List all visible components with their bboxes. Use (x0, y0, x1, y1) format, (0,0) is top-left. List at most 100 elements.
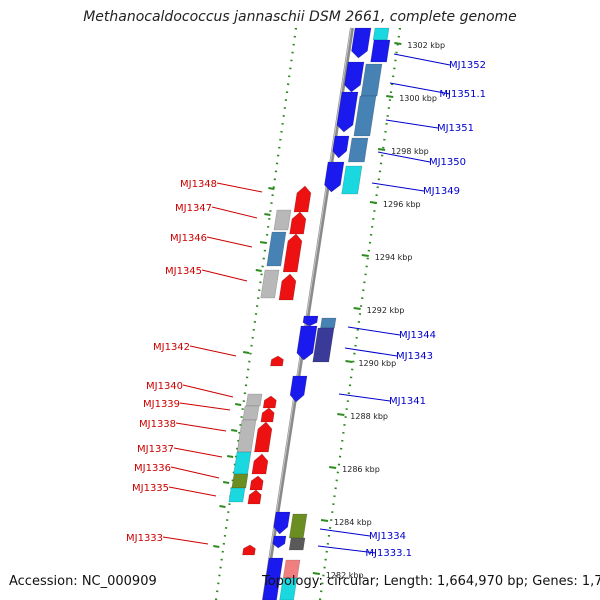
gene-label-minus: MJ1339 (143, 399, 180, 410)
gene-label-plus: MJ1334 (369, 531, 406, 542)
gene-label-minus: MJ1333 (126, 533, 163, 544)
gene-feature-plus (282, 559, 301, 579)
gene-feature-minus (247, 489, 262, 505)
gene-feature-plus (324, 161, 345, 193)
gene-feature-minus (236, 419, 257, 453)
gene-callout-line (338, 393, 391, 402)
gene-callout-line (173, 447, 223, 458)
gene-label-plus: MJ1352 (449, 60, 486, 71)
right-guide-line (318, 27, 402, 600)
guide-dash (255, 269, 262, 272)
gene-label-plus: MJ1349 (423, 186, 460, 197)
gene-feature-minus (293, 185, 312, 213)
kbp-tick-label: 1282 kbp (326, 571, 364, 580)
gene-features (228, 27, 391, 600)
kbp-tick-label: 1286 kbp (342, 465, 380, 474)
kbp-tick-label: 1298 kbp (391, 147, 429, 156)
kbp-tick-mark (329, 466, 337, 469)
gene-feature-minus (260, 407, 275, 423)
gene-feature-minus (289, 211, 307, 235)
gene-feature-minus (278, 273, 297, 301)
gene-feature-plus (332, 135, 350, 159)
gene-label-plus: MJ1344 (399, 330, 436, 341)
kbp-tick-label: 1290 kbp (358, 359, 396, 368)
gene-feature-minus (266, 231, 287, 267)
gene-callout-line (393, 53, 451, 66)
gene-feature-minus (273, 209, 292, 231)
gene-feature-plus (341, 165, 363, 195)
kbp-tick-mark (394, 42, 402, 45)
gene-callout-line (389, 82, 451, 95)
guide-dash (242, 351, 250, 354)
gene-label-plus: MJ1341 (389, 396, 426, 407)
gene-feature-plus (289, 375, 308, 403)
accession-text: Accession: NC_000909 (9, 574, 157, 589)
gene-feature-plus (273, 511, 291, 535)
gene-callout-line (189, 345, 237, 357)
gene-label-minus: MJ1337 (137, 444, 174, 455)
gene-callout-line (170, 466, 220, 479)
gene-feature-plus (279, 577, 298, 600)
gene-feature-plus (344, 61, 365, 93)
guide-dash (230, 429, 238, 432)
guide-dash (268, 187, 275, 190)
gene-feature-plus (353, 95, 377, 137)
gene-callout-line (344, 347, 398, 357)
guide-dash (222, 481, 230, 484)
gene-feature-plus (360, 63, 383, 97)
kbp-tick-mark (377, 148, 386, 151)
gene-feature-minus (233, 451, 252, 475)
kbp-tick-mark (320, 519, 329, 522)
genome-backbone-highlight (262, 27, 352, 600)
gene-label-minus: MJ1345 (165, 266, 202, 277)
kbp-tick-label: 1292 kbp (367, 306, 405, 315)
gene-feature-plus (347, 137, 369, 163)
guide-dash (259, 241, 267, 244)
gene-feature-minus (270, 355, 284, 367)
gene-feature-plus (372, 27, 390, 41)
gene-callout-line (175, 422, 227, 432)
gene-label-plus: MJ1333.1 (365, 548, 412, 559)
gene-feature-minus (231, 473, 249, 489)
gene-feature-plus (351, 27, 372, 59)
guide-dash (213, 545, 220, 548)
gene-feature-plus (262, 557, 284, 600)
guide-dash (234, 403, 242, 406)
kbp-ticks: 1302 kbp 1300 kbp 1298 kbp 1296 kbp 1294 kbp… (213, 41, 445, 580)
gene-callout-line (206, 236, 253, 248)
gene-callout-line (201, 269, 248, 282)
gene-feature-minus (262, 395, 277, 409)
gene-callout-line (162, 536, 209, 545)
kbp-tick-mark (361, 254, 369, 257)
gene-label-minus: MJ1335 (132, 483, 169, 494)
guide-dash (226, 455, 234, 458)
gene-callout-line (371, 182, 425, 192)
kbp-tick-mark (386, 95, 394, 98)
gene-callout-line (317, 545, 377, 554)
gene-label-minus: MJ1348 (180, 179, 217, 190)
gene-callout-line (182, 384, 234, 398)
kbp-tick-mark (337, 413, 345, 416)
gene-label-minus: MJ1346 (170, 233, 207, 244)
kbp-tick-label: 1296 kbp (383, 200, 421, 209)
gene-label-minus: MJ1347 (175, 203, 212, 214)
gene-label-minus: MJ1340 (146, 381, 183, 392)
gene-callout-line (168, 486, 217, 497)
gene-feature-plus (288, 537, 306, 551)
gene-feature-minus (254, 421, 273, 453)
gene-label-minus: MJ1342 (153, 342, 190, 353)
gene-feature-minus (242, 544, 256, 556)
gene-feature-plus (296, 325, 318, 361)
gene-callout-line (319, 528, 371, 537)
gene-label-minus: MJ1336 (134, 463, 171, 474)
gene-feature-plus (288, 513, 308, 539)
kbp-tick-label: 1300 kbp (399, 94, 437, 103)
gene-feature-minus (228, 487, 246, 503)
kbp-tick-label: 1284 kbp (334, 518, 372, 527)
kbp-tick-label: 1294 kbp (375, 253, 413, 262)
gene-callout-line (211, 206, 258, 219)
gene-feature-minus (249, 475, 264, 491)
gene-feature-plus (312, 327, 335, 363)
